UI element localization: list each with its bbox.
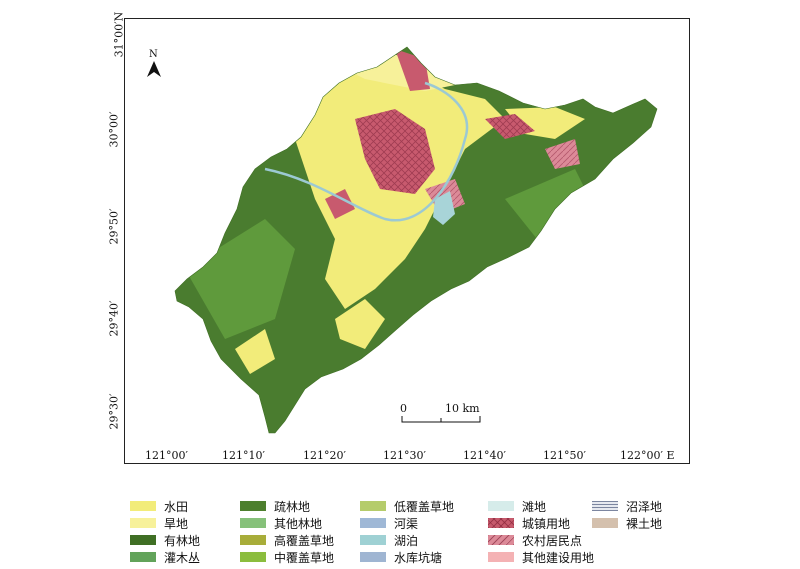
lon-label-122-00: 122°00′ E	[620, 449, 675, 462]
north-letter: N	[149, 49, 158, 60]
legend-label: 有林地	[164, 533, 201, 548]
legend-label: 高覆盖草地	[274, 533, 335, 548]
legend-label: 河渠	[394, 516, 419, 531]
legend-item: 高覆盖草地	[240, 532, 334, 548]
lat-label-30-00: 30°00′	[107, 111, 121, 148]
legend-item: 农村居民点	[488, 532, 582, 548]
north-arrow-icon	[147, 61, 161, 77]
lat-label-29-40: 29°40′	[107, 300, 121, 337]
beach-swatch	[488, 501, 514, 511]
lon-label-121-00: 121°00′	[145, 449, 188, 462]
sparse-forest-region	[185, 219, 295, 339]
sparse-forest-swatch	[240, 501, 266, 511]
urban-region	[325, 189, 355, 219]
reservoir-swatch	[360, 552, 386, 562]
legend-label: 农村居民点	[522, 533, 583, 548]
lat-label-29-30: 29°30′	[107, 393, 121, 430]
lon-label-121-30: 121°30′	[383, 449, 426, 462]
lake-region	[433, 191, 455, 225]
lake-swatch	[360, 535, 386, 545]
paddy-region	[335, 299, 385, 349]
lon-label-121-20: 121°20′	[303, 449, 346, 462]
legend-item: 城镇用地	[488, 515, 570, 531]
forest-swatch	[130, 535, 156, 545]
legend-item: 旱地	[130, 515, 188, 531]
urban-swatch	[488, 518, 514, 528]
urban-region	[355, 109, 435, 194]
legend-label: 灌木丛	[164, 550, 201, 565]
legend-label: 中覆盖草地	[274, 550, 335, 565]
legend-label: 沼泽地	[626, 499, 663, 514]
map-frame: 121°00′ 121°10′ 121°20′ 121°30′ 121°40′ …	[124, 18, 690, 464]
scale-start-label: 0	[400, 402, 407, 415]
legend-item: 湖泊	[360, 532, 418, 548]
legend-item: 河渠	[360, 515, 418, 531]
legend-item: 灌木丛	[130, 549, 200, 565]
high-grass-swatch	[240, 535, 266, 545]
sparse-forest-region	[505, 169, 595, 249]
legend-item: 中覆盖草地	[240, 549, 334, 565]
paddy-region	[235, 329, 275, 374]
lat-label-31-00: 31°00′N	[112, 11, 126, 58]
legend-item: 其他林地	[240, 515, 322, 531]
legend-item: 水库坑塘	[360, 549, 442, 565]
lon-label-121-50: 121°50′	[543, 449, 586, 462]
legend-item: 疏林地	[240, 498, 310, 514]
river-line	[264, 81, 469, 222]
lon-label-121-10: 121°10′	[222, 449, 265, 462]
legend-label: 裸土地	[626, 516, 663, 531]
legend-item: 其他建设用地	[488, 549, 594, 565]
legend-label: 疏林地	[274, 499, 311, 514]
land-use-map	[174, 46, 658, 434]
legend-item: 沼泽地	[592, 498, 662, 514]
lon-label-121-40: 121°40′	[463, 449, 506, 462]
legend-label: 水库坑塘	[394, 550, 443, 565]
legend-item: 低覆盖草地	[360, 498, 454, 514]
legend-label: 水田	[164, 499, 189, 514]
legend-label: 湖泊	[394, 533, 419, 548]
urban-region	[485, 114, 535, 139]
legend-item: 裸土地	[592, 515, 662, 531]
legend: 水田旱地有林地灌木丛 疏林地其他林地高覆盖草地中覆盖草地 低覆盖草地河渠湖泊水库坑塘…	[130, 498, 730, 568]
scale-end-label: 10 km	[445, 402, 480, 415]
other-construction-swatch	[488, 552, 514, 562]
legend-label: 低覆盖草地	[394, 499, 455, 514]
mid-grass-swatch	[240, 552, 266, 562]
low-grass-swatch	[360, 501, 386, 511]
paddy-swatch	[130, 501, 156, 511]
dry-land-swatch	[130, 518, 156, 528]
legend-label: 旱地	[164, 516, 189, 531]
rural-swatch	[488, 535, 514, 545]
legend-label: 其他林地	[274, 516, 323, 531]
legend-label: 城镇用地	[522, 516, 571, 531]
lat-label-29-50: 29°50′	[107, 208, 121, 245]
other-forest-swatch	[240, 518, 266, 528]
legend-label: 滩地	[522, 499, 547, 514]
bare-land-swatch	[592, 518, 618, 528]
land-cover-layer	[175, 47, 657, 433]
canal-swatch	[360, 518, 386, 528]
scale-bar	[401, 416, 481, 423]
rural-region	[545, 139, 580, 169]
legend-item: 水田	[130, 498, 188, 514]
shrub-swatch	[130, 552, 156, 562]
legend-label: 其他建设用地	[522, 550, 595, 565]
legend-item: 有林地	[130, 532, 200, 548]
marsh-swatch	[592, 501, 618, 511]
legend-item: 滩地	[488, 498, 546, 514]
